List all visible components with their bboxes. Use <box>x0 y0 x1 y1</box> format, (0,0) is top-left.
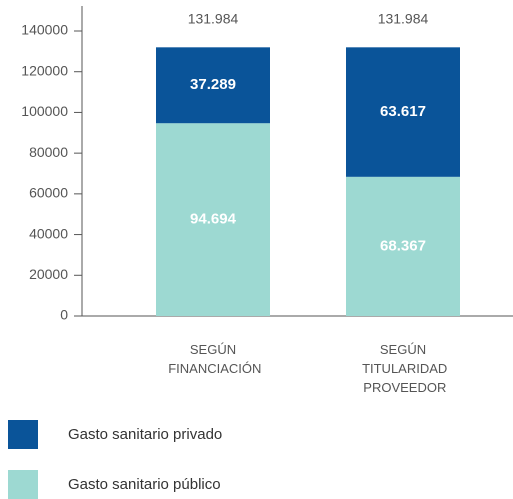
bar-segment <box>156 47 270 124</box>
y-tick-label: 60000 <box>29 185 68 201</box>
legend-label: Gasto sanitario privado <box>68 426 222 443</box>
legend-swatch <box>8 470 38 499</box>
x-tick-label: SEGÚN TITULARIDAD PROVEEDOR <box>359 342 448 395</box>
legend-label: Gasto sanitario público <box>68 476 221 493</box>
value-label: 94.694 <box>190 211 237 228</box>
bar-segment <box>346 176 460 316</box>
bar-segment <box>156 123 270 316</box>
bar-segment <box>346 47 460 177</box>
y-tick-label: 40000 <box>29 225 68 241</box>
legend-swatch <box>8 420 38 449</box>
y-tick-label: 140000 <box>21 22 68 38</box>
value-label: 63.617 <box>380 103 426 120</box>
total-label: 131.984 <box>188 11 239 27</box>
y-tick-label: 100000 <box>21 103 68 119</box>
y-tick-label: 80000 <box>29 144 68 160</box>
value-label: 37.289 <box>190 76 236 93</box>
total-label: 131.984 <box>378 11 429 27</box>
y-tick-label: 0 <box>60 307 68 323</box>
y-tick-label: 20000 <box>29 266 68 282</box>
value-label: 68.367 <box>380 237 426 254</box>
y-tick-label: 120000 <box>21 62 68 78</box>
x-tick-label: SEGÚN FINANCIACIÓN <box>165 342 262 376</box>
